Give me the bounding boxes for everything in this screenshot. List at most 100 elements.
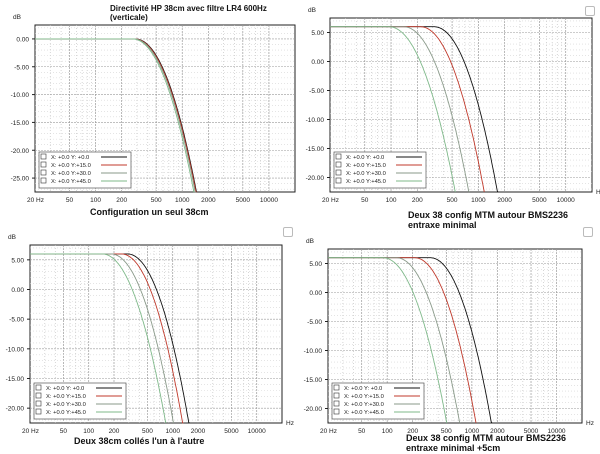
x-tick-label: 20 Hz <box>320 428 337 435</box>
x-tick-label: 10000 <box>260 197 278 204</box>
y-tick-label: -5.00 <box>309 88 324 95</box>
y-tick-label: -15.00 <box>304 377 323 384</box>
chart-4-caption: Deux 38 config MTM autour BMS2236 <box>406 433 567 443</box>
legend-label: X: +0.0 Y:+45.0 <box>51 179 91 185</box>
x-tick-label: 1000 <box>165 428 180 435</box>
y-unit-label: dB <box>8 234 16 241</box>
x-tick-label: 200 <box>407 428 418 435</box>
chart-4-svg: 5.00 0.00 -5.00 -10.00 -15.00 -20.00 dB 20 Hz 50… <box>304 238 594 435</box>
chart-2-caption-line2: entraxe minimal <box>408 220 477 230</box>
chart-panel-3: 5.00 0.00 -5.00 -10.00 -15.00 -20.00 dB 20 Hz 50… <box>0 227 300 454</box>
legend-label: X: +0.0 Y: +0.0 <box>51 155 89 161</box>
y-tick-label: -5.00 <box>307 319 322 326</box>
x-tick-label: 200 <box>116 197 127 204</box>
chart-panel-2: 5.00 0.00 -5.00 -10.00 -15.00 -20.00 dB 20 Hz 50… <box>300 0 600 230</box>
x-tick-label: 5000 <box>524 428 539 435</box>
x-unit-label: Hz <box>286 420 294 427</box>
legend-checkbox <box>40 169 47 176</box>
x-tick-label: 100 <box>386 197 397 204</box>
legend-label: X: +0.0 Y:+45.0 <box>344 410 384 416</box>
legend-checkbox <box>335 169 342 176</box>
legend-checkbox <box>40 161 47 168</box>
x-tick-label: 100 <box>90 197 101 204</box>
chart-4-corner-box <box>583 227 593 237</box>
legend-checkbox <box>335 161 342 168</box>
y-tick-label: -20.00 <box>11 148 30 155</box>
y-tick-label: -20.00 <box>304 406 323 413</box>
y-tick-label: 5.00 <box>311 30 324 37</box>
legend-label: X: +0.0 Y:+30.0 <box>344 402 384 408</box>
y-tick-label: 0.00 <box>311 59 324 66</box>
x-tick-label: 500 <box>142 428 153 435</box>
chart-1-caption: Configuration un seul 38cm <box>90 207 209 217</box>
legend-checkbox <box>35 400 42 407</box>
legend-label: X: +0.0 Y: +0.0 <box>46 386 84 392</box>
legend-checkbox <box>40 177 47 184</box>
legend-label: X: +0.0 Y:+15.0 <box>346 163 386 169</box>
y-tick-label: -15.00 <box>11 120 30 127</box>
chart-panel-1: 0.00 -5.00 -10.00 -15.00 -20.00 -25.00 dB 20 Hz… <box>0 0 300 227</box>
chart-3-svg: 5.00 0.00 -5.00 -10.00 -15.00 -20.00 dB 20 Hz 50… <box>6 234 294 435</box>
x-tick-label: 2000 <box>201 197 216 204</box>
legend-checkbox <box>335 177 342 184</box>
x-tick-label: 50 <box>358 428 366 435</box>
y-tick-label: -10.00 <box>304 348 323 355</box>
x-tick-label: 10000 <box>557 197 575 204</box>
x-tick-label: 2000 <box>497 197 512 204</box>
chart-3-corner-box <box>283 227 293 237</box>
x-tick-label: 5000 <box>224 428 239 435</box>
x-tick-label: 5000 <box>236 197 251 204</box>
series-line <box>328 257 448 424</box>
legend-box <box>33 382 127 420</box>
series-line <box>30 253 167 424</box>
legend-label: X: +0.0 Y:+45.0 <box>346 179 386 185</box>
x-tick-label: 500 <box>447 197 458 204</box>
x-unit-label: Hz <box>586 420 594 427</box>
y-tick-label: -5.00 <box>14 64 29 71</box>
chart-2-corner-box <box>585 6 595 16</box>
chart-2-svg: 5.00 0.00 -5.00 -10.00 -15.00 -20.00 dB 20 Hz 50… <box>306 7 600 204</box>
chart-1-svg: 0.00 -5.00 -10.00 -15.00 -20.00 -25.00 dB 20 Hz… <box>11 14 296 204</box>
y-tick-label: 0.00 <box>16 36 29 43</box>
legend-label: X: +0.0 Y:+45.0 <box>46 410 86 416</box>
x-tick-label: 100 <box>382 428 393 435</box>
legend-label: X: +0.0 Y:+30.0 <box>51 171 91 177</box>
x-tick-label: 1000 <box>471 197 486 204</box>
x-tick-label: 20 Hz <box>27 197 44 204</box>
x-tick-label: 500 <box>151 197 162 204</box>
legend-label: X: +0.0 Y: +0.0 <box>346 155 384 161</box>
legend-box <box>331 382 425 420</box>
y-tick-label: -20.00 <box>306 175 325 182</box>
legend-checkbox <box>333 408 340 415</box>
y-tick-label: 0.00 <box>11 287 24 294</box>
x-tick-label: 50 <box>361 197 369 204</box>
y-unit-label: dB <box>306 238 314 245</box>
legend-checkbox <box>333 384 340 391</box>
legend-label: X: +0.0 Y:+15.0 <box>46 394 86 400</box>
legend-checkbox <box>335 153 342 160</box>
chart-2-caption: Deux 38 config MTM autour BMS2236 <box>408 210 569 220</box>
x-tick-label: 2000 <box>490 428 505 435</box>
x-tick-label: 2000 <box>191 428 206 435</box>
x-tick-label: 20 Hz <box>322 197 339 204</box>
y-tick-label: -10.00 <box>306 117 325 124</box>
legend-checkbox <box>40 153 47 160</box>
chart-1-subtitle: (verticale) <box>110 13 148 22</box>
y-tick-label: -5.00 <box>9 317 24 324</box>
legend-label: X: +0.0 Y:+15.0 <box>344 394 384 400</box>
legend-label: X: +0.0 Y:+30.0 <box>346 171 386 177</box>
x-tick-label: 10000 <box>547 428 565 435</box>
legend-checkbox <box>333 392 340 399</box>
x-tick-label: 10000 <box>248 428 266 435</box>
x-tick-label: 1000 <box>175 197 190 204</box>
legend-checkbox <box>333 400 340 407</box>
y-tick-label: -10.00 <box>6 346 25 353</box>
x-tick-label: 50 <box>66 197 74 204</box>
y-tick-label: -15.00 <box>6 376 25 383</box>
y-tick-label: -25.00 <box>11 176 30 183</box>
legend-checkbox <box>35 392 42 399</box>
y-tick-label: -15.00 <box>306 146 325 153</box>
x-tick-label: 20 Hz <box>22 428 39 435</box>
legend-checkbox <box>35 384 42 391</box>
legend-checkbox <box>35 408 42 415</box>
